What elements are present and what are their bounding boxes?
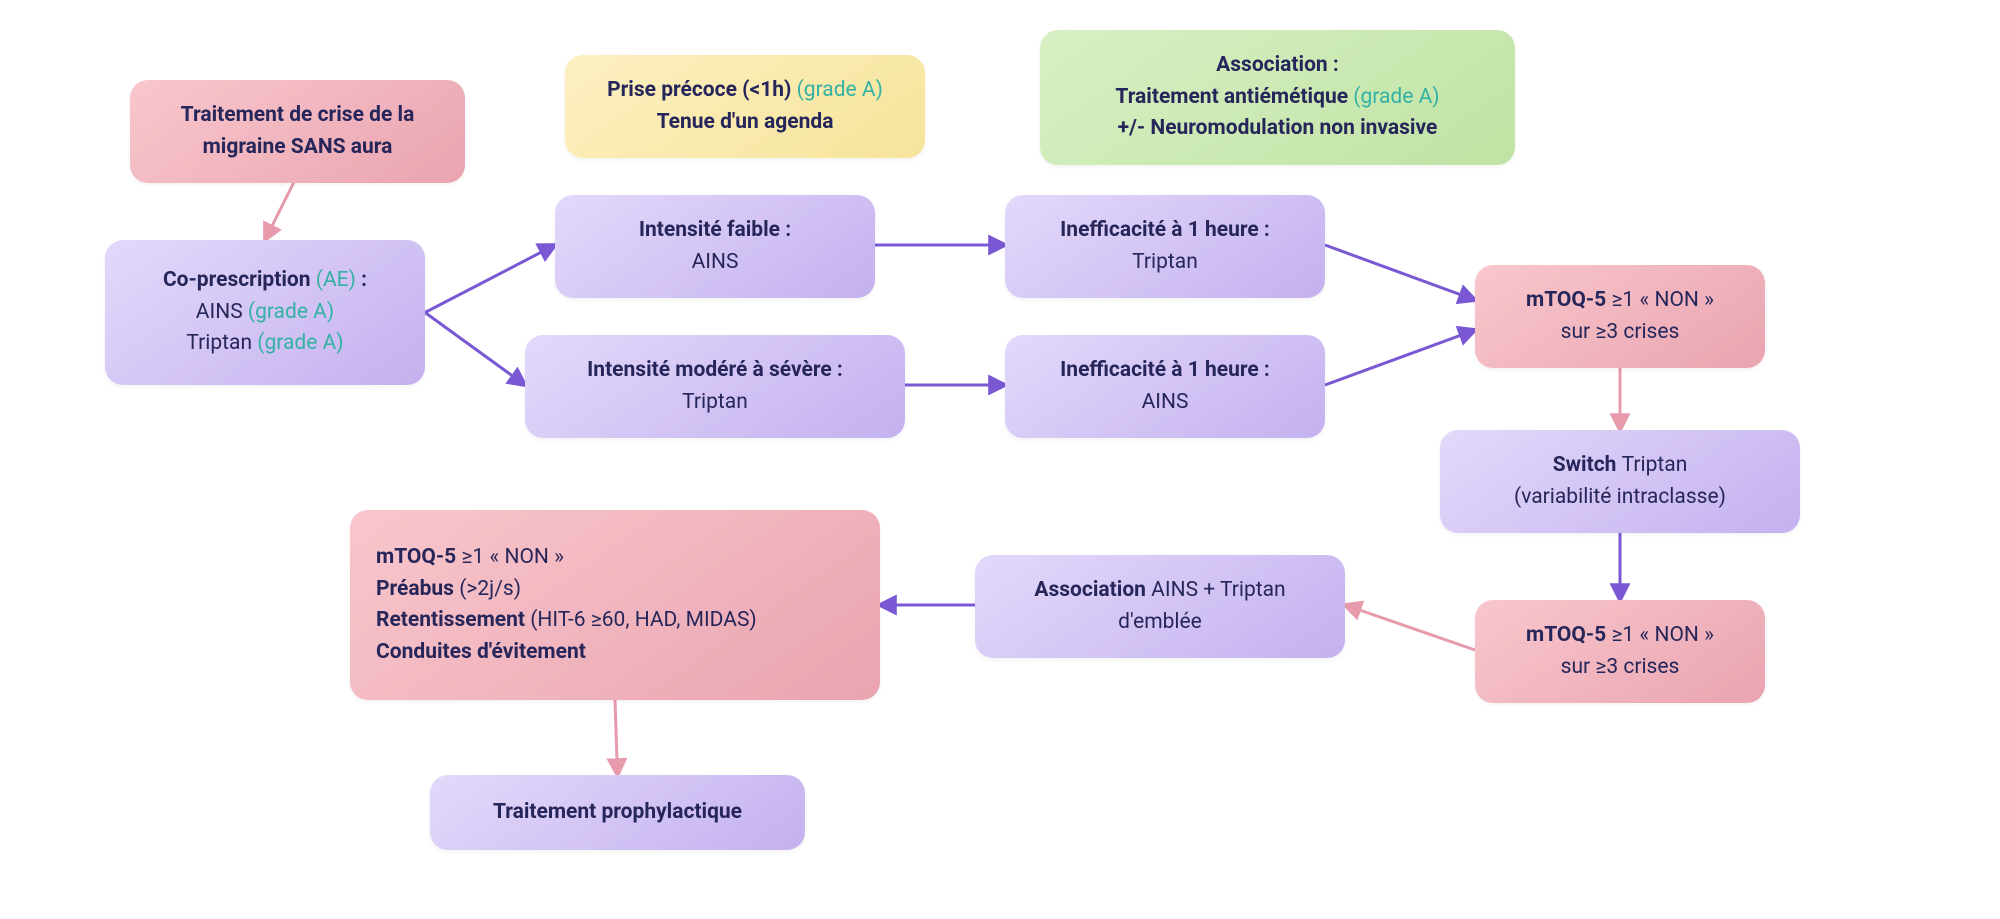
node-int_mod: Intensité modéré à sévère :Triptan	[525, 335, 905, 438]
node-mtoq_top: mTOQ-5 ≥1 « NON »sur ≥3 crises	[1475, 265, 1765, 368]
node-yellow_note: Prise précoce (<1h) (grade A)Tenue d'un …	[565, 55, 925, 158]
edge-coprescription-int_faible	[425, 245, 555, 313]
edge-start-coprescription	[265, 175, 298, 240]
edge-coprescription-int_mod	[425, 313, 525, 386]
node-coprescription: Co-prescription (AE) :AINS (grade A)Trip…	[105, 240, 425, 385]
node-prophylactique: Traitement prophylactique	[430, 775, 805, 850]
node-green_note: Association :Traitement antiémétique (gr…	[1040, 30, 1515, 165]
node-assoc: Association AINS + Triptand'emblée	[975, 555, 1345, 658]
node-switch: Switch Triptan(variabilité intraclasse)	[1440, 430, 1800, 533]
node-start: Traitement de crise de lamigraine SANS a…	[130, 80, 465, 183]
edge-preabus-prophylactique	[615, 700, 618, 775]
node-ineff_ains: Inefficacité à 1 heure :AINS	[1005, 335, 1325, 438]
node-int_faible: Intensité faible :AINS	[555, 195, 875, 298]
edge-ineff_triptan-mtoq_top	[1325, 245, 1475, 300]
node-preabus: mTOQ-5 ≥1 « NON »Préabus (>2j/s)Retentis…	[350, 510, 880, 700]
node-mtoq_bottom: mTOQ-5 ≥1 « NON »sur ≥3 crises	[1475, 600, 1765, 703]
edge-mtoq_bottom-assoc	[1345, 605, 1475, 650]
node-ineff_triptan: Inefficacité à 1 heure :Triptan	[1005, 195, 1325, 298]
edge-ineff_ains-mtoq_top	[1325, 330, 1475, 385]
